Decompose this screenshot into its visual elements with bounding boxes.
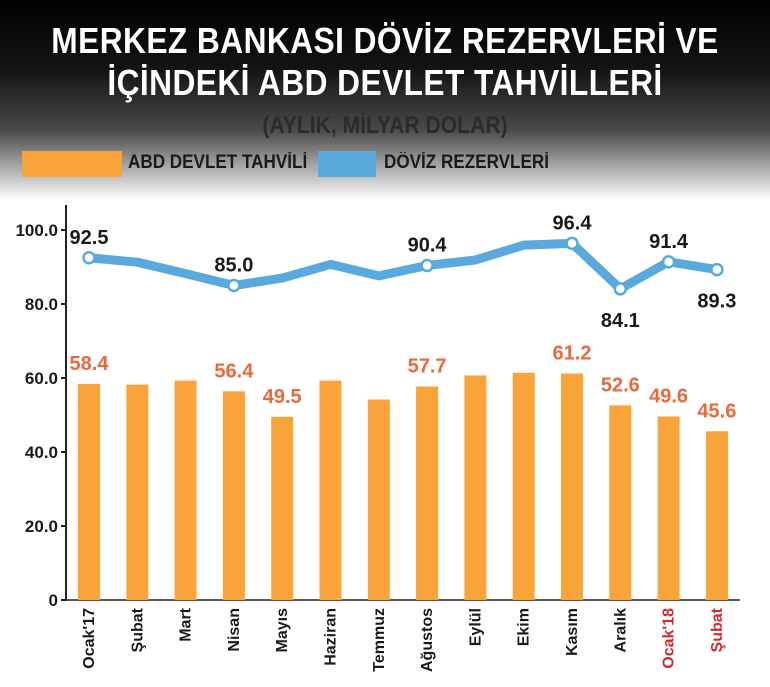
x-tick-label: Haziran <box>323 608 340 666</box>
bar <box>512 372 535 600</box>
bar <box>561 373 583 600</box>
x-tick-label: Ocak'17 <box>81 608 98 669</box>
x-tick-label: Nisan <box>226 608 243 652</box>
chart-title-line-1: MERKEZ BANKASI DÖVİZ REZERVLERİ VE <box>51 20 719 61</box>
line-point <box>661 255 676 269</box>
line-point <box>710 262 724 277</box>
bar <box>271 416 294 600</box>
x-tick-label: Mart <box>178 607 195 641</box>
bar <box>78 383 100 600</box>
line-value-label: 92.5 <box>70 227 109 249</box>
y-tick-label: 100.0 <box>15 221 58 240</box>
x-tick-label: Ekim <box>516 608 533 646</box>
bar-value-label: 61.2 <box>553 343 592 365</box>
legend-swatch-reserves <box>318 151 376 177</box>
y-tick-label: 0 <box>49 591 58 610</box>
y-tick-label: 60.0 <box>25 369 58 388</box>
line-point <box>565 236 579 251</box>
line-point <box>420 258 434 273</box>
bar <box>416 386 439 600</box>
chart-title-line-2: İÇİNDEKİ ABD DEVLET TAHVİLLERİ <box>107 62 663 103</box>
line-value-label: 84.1 <box>601 310 640 332</box>
bar <box>609 405 632 600</box>
line-value-label: 90.4 <box>408 235 448 257</box>
x-tick-label: Ocak'18 <box>661 608 678 669</box>
bar <box>705 431 728 600</box>
header-band: MERKEZ BANKASI DÖVİZ REZERVLERİ VE İÇİND… <box>0 0 770 200</box>
bar-value-label: 49.5 <box>263 386 302 408</box>
line-value-label: 96.4 <box>553 212 593 234</box>
bar <box>319 380 342 600</box>
bar-value-label: 52.6 <box>601 374 640 396</box>
line-value-label: 85.0 <box>214 255 253 277</box>
bar <box>657 416 680 600</box>
chart-subtitle: (AYLIK, MİLYAR DOLAR) <box>262 112 508 139</box>
x-tick-label: Şubat <box>709 607 726 652</box>
bar-value-label: 56.4 <box>214 360 254 382</box>
legend-label-bonds: ABD DEVLET TAHVİLİ <box>128 152 308 173</box>
legend-label-reserves: DÖVİZ REZERVLERİ <box>384 152 550 173</box>
bar-value-label: 49.6 <box>649 385 688 407</box>
line-point <box>227 278 241 293</box>
reserves-line <box>84 238 722 294</box>
line-point <box>613 282 628 296</box>
line-value-label: 89.3 <box>697 291 736 313</box>
y-tick-label: 80.0 <box>25 295 58 314</box>
bar-value-label: 57.7 <box>408 356 447 378</box>
bar <box>174 380 197 600</box>
x-tick-label: Ağustos <box>419 608 436 672</box>
y-tick-label: 20.0 <box>25 517 58 536</box>
legend-swatch-bonds <box>22 151 122 177</box>
x-tick-label: Mayıs <box>274 608 291 653</box>
line-point <box>82 251 96 265</box>
x-tick-label: Kasım <box>564 608 581 656</box>
bar <box>464 375 487 600</box>
bar-value-label: 58.4 <box>70 353 110 375</box>
x-tick-label: Aralık <box>612 608 629 653</box>
x-tick-label: Eylül <box>467 608 484 646</box>
bar <box>367 399 390 600</box>
bar <box>222 391 245 600</box>
x-tick-label: Temmuz <box>371 608 388 672</box>
y-tick-label: 40.0 <box>25 443 58 462</box>
line-value-label: 91.4 <box>649 231 689 253</box>
bar-value-label: 45.6 <box>697 400 736 422</box>
bar <box>126 384 149 600</box>
x-tick-label: Şubat <box>129 607 146 652</box>
